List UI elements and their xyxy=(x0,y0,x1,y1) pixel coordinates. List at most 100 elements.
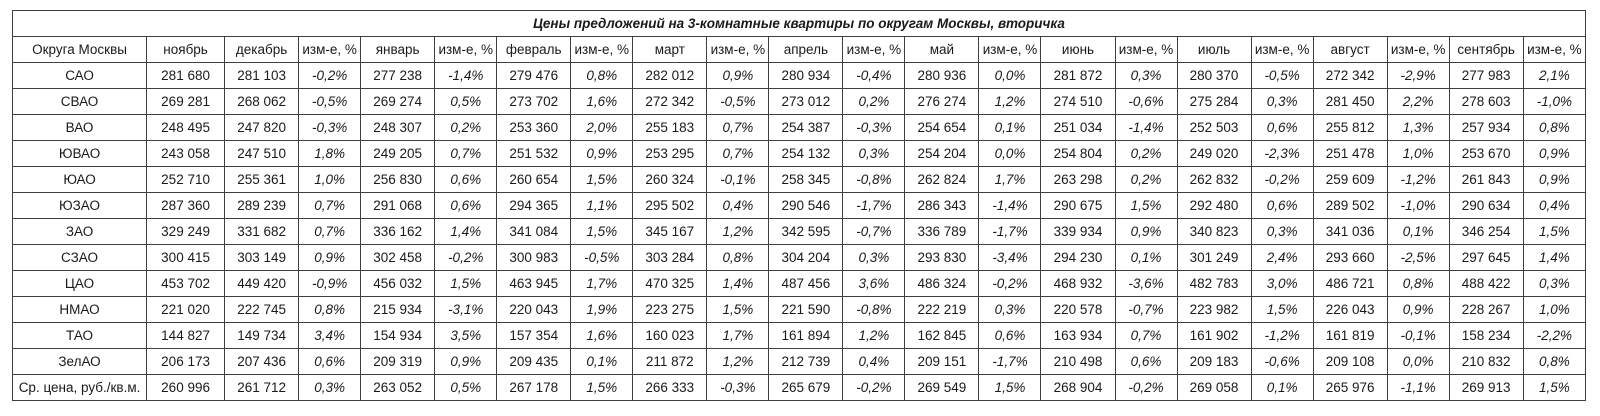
price-cell[interactable]: 254 204 xyxy=(904,140,980,167)
change-cell[interactable]: 0,1% xyxy=(1250,374,1314,401)
price-cell[interactable]: 304 204 xyxy=(768,244,844,271)
price-cell[interactable]: 247 510 xyxy=(224,140,300,167)
change-cell[interactable]: 2,4% xyxy=(1250,244,1314,271)
change-cell[interactable]: 0,3% xyxy=(1250,88,1314,115)
change-cell[interactable]: -1,4% xyxy=(434,62,498,89)
change-cell[interactable]: 1,7% xyxy=(706,322,770,349)
district-cell[interactable]: ЮАО xyxy=(11,166,148,193)
price-cell[interactable]: 157 354 xyxy=(496,322,572,349)
change-cell[interactable]: -0,3% xyxy=(706,374,770,401)
price-cell[interactable]: 161 902 xyxy=(1176,322,1252,349)
price-cell[interactable]: 281 450 xyxy=(1312,88,1388,115)
change-cell[interactable]: 0,3% xyxy=(1522,270,1587,297)
price-cell[interactable]: 210 498 xyxy=(1040,348,1116,375)
price-cell[interactable]: 486 721 xyxy=(1312,270,1388,297)
change-cell[interactable]: 1,5% xyxy=(1114,192,1178,219)
price-cell[interactable]: 254 804 xyxy=(1040,140,1116,167)
change-cell[interactable]: -3,6% xyxy=(1114,270,1178,297)
district-cell[interactable]: СВАО xyxy=(11,88,148,115)
column-header-month[interactable]: август xyxy=(1312,36,1388,63)
price-cell[interactable]: 207 436 xyxy=(224,348,300,375)
change-cell[interactable]: 0,0% xyxy=(978,62,1042,89)
price-cell[interactable]: 253 295 xyxy=(632,140,708,167)
change-cell[interactable]: 1,7% xyxy=(978,166,1042,193)
price-cell[interactable]: 211 872 xyxy=(632,348,708,375)
change-cell[interactable]: 0,8% xyxy=(298,296,362,323)
change-cell[interactable]: 0,6% xyxy=(1250,192,1314,219)
change-cell[interactable]: -3,1% xyxy=(434,296,498,323)
price-cell[interactable]: 220 043 xyxy=(496,296,572,323)
price-cell[interactable]: 262 832 xyxy=(1176,166,1252,193)
change-cell[interactable]: -0,6% xyxy=(1114,88,1178,115)
change-cell[interactable]: -2,9% xyxy=(1386,62,1450,89)
change-cell[interactable]: 1,8% xyxy=(298,140,362,167)
price-cell[interactable]: 149 734 xyxy=(224,322,300,349)
price-cell[interactable]: 221 590 xyxy=(768,296,844,323)
price-cell[interactable]: 160 023 xyxy=(632,322,708,349)
change-cell[interactable]: 0,0% xyxy=(1386,348,1450,375)
change-cell[interactable]: 0,8% xyxy=(706,244,770,271)
column-header-change[interactable]: изм-е, % xyxy=(706,36,770,63)
change-cell[interactable]: 0,4% xyxy=(1522,192,1587,219)
price-cell[interactable]: 226 043 xyxy=(1312,296,1388,323)
change-cell[interactable]: 1,0% xyxy=(1386,140,1450,167)
price-cell[interactable]: 254 654 xyxy=(904,114,980,141)
price-cell[interactable]: 260 324 xyxy=(632,166,708,193)
district-cell[interactable]: ВАО xyxy=(11,114,148,141)
price-cell[interactable]: 345 167 xyxy=(632,218,708,245)
change-cell[interactable]: -2,2% xyxy=(1522,322,1587,349)
price-cell[interactable]: 281 872 xyxy=(1040,62,1116,89)
change-cell[interactable]: 1,5% xyxy=(1522,218,1587,245)
change-cell[interactable]: 0,3% xyxy=(842,140,906,167)
change-cell[interactable]: 0,3% xyxy=(1250,218,1314,245)
price-cell[interactable]: 209 108 xyxy=(1312,348,1388,375)
district-cell[interactable]: ЮЗАО xyxy=(11,192,148,219)
price-cell[interactable]: 261 843 xyxy=(1448,166,1524,193)
column-header-month[interactable]: февраль xyxy=(496,36,572,63)
change-cell[interactable]: 2,0% xyxy=(570,114,634,141)
change-cell[interactable]: -0,7% xyxy=(842,218,906,245)
price-cell[interactable]: 280 370 xyxy=(1176,62,1252,89)
change-cell[interactable]: 0,5% xyxy=(434,88,498,115)
change-cell[interactable]: 0,7% xyxy=(706,140,770,167)
change-cell[interactable]: 0,6% xyxy=(434,166,498,193)
price-cell[interactable]: 281 680 xyxy=(146,62,226,89)
price-cell[interactable]: 265 976 xyxy=(1312,374,1388,401)
price-cell[interactable]: 303 284 xyxy=(632,244,708,271)
price-cell[interactable]: 263 298 xyxy=(1040,166,1116,193)
price-cell[interactable]: 268 904 xyxy=(1040,374,1116,401)
district-cell[interactable]: ЮВАО xyxy=(11,140,148,167)
price-cell[interactable]: 329 249 xyxy=(146,218,226,245)
price-cell[interactable]: 269 281 xyxy=(146,88,226,115)
price-cell[interactable]: 286 343 xyxy=(904,192,980,219)
price-cell[interactable]: 340 823 xyxy=(1176,218,1252,245)
price-cell[interactable]: 254 387 xyxy=(768,114,844,141)
district-cell[interactable]: Ср. цена, руб./кв.м. xyxy=(11,374,148,401)
price-cell[interactable]: 251 532 xyxy=(496,140,572,167)
price-cell[interactable]: 287 360 xyxy=(146,192,226,219)
change-cell[interactable]: 1,1% xyxy=(570,192,634,219)
price-cell[interactable]: 251 478 xyxy=(1312,140,1388,167)
change-cell[interactable]: 1,5% xyxy=(570,374,634,401)
change-cell[interactable]: -0,8% xyxy=(842,296,906,323)
price-cell[interactable]: 248 307 xyxy=(360,114,436,141)
change-cell[interactable]: 0,8% xyxy=(1522,114,1587,141)
price-cell[interactable]: 248 495 xyxy=(146,114,226,141)
change-cell[interactable]: -0,6% xyxy=(1250,348,1314,375)
price-cell[interactable]: 221 020 xyxy=(146,296,226,323)
change-cell[interactable]: -0,2% xyxy=(434,244,498,271)
price-cell[interactable]: 300 415 xyxy=(146,244,226,271)
change-cell[interactable]: -0,3% xyxy=(298,114,362,141)
price-cell[interactable]: 212 739 xyxy=(768,348,844,375)
change-cell[interactable]: 1,0% xyxy=(298,166,362,193)
change-cell[interactable]: -0,9% xyxy=(298,270,362,297)
price-cell[interactable]: 449 420 xyxy=(224,270,300,297)
change-cell[interactable]: 0,9% xyxy=(570,140,634,167)
change-cell[interactable]: 2,2% xyxy=(1386,88,1450,115)
change-cell[interactable]: -0,5% xyxy=(706,88,770,115)
change-cell[interactable]: -2,3% xyxy=(1250,140,1314,167)
price-cell[interactable]: 274 510 xyxy=(1040,88,1116,115)
change-cell[interactable]: 0,1% xyxy=(1386,218,1450,245)
price-cell[interactable]: 453 702 xyxy=(146,270,226,297)
price-cell[interactable]: 162 845 xyxy=(904,322,980,349)
